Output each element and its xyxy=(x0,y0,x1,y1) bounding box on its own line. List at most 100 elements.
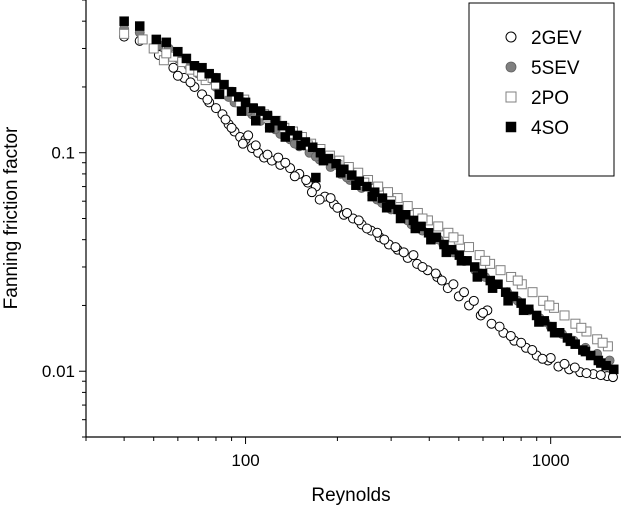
data-point xyxy=(214,89,224,100)
data-point xyxy=(474,250,485,261)
data-point xyxy=(494,321,505,332)
data-point xyxy=(518,305,529,316)
data-point xyxy=(277,120,288,131)
data-point xyxy=(495,265,506,276)
data-point xyxy=(202,94,213,105)
data-point xyxy=(468,295,479,306)
data-point xyxy=(581,368,592,379)
legend-marker-5sev xyxy=(505,61,517,73)
data-point xyxy=(119,16,129,26)
data-point xyxy=(477,307,488,318)
data-point xyxy=(250,116,261,126)
data-point xyxy=(559,310,570,321)
data-point xyxy=(243,130,254,141)
data-point xyxy=(119,28,130,39)
data-point xyxy=(211,73,221,83)
data-point xyxy=(314,194,325,205)
data-point xyxy=(534,317,544,327)
legend-label: 5SEV xyxy=(531,58,580,79)
data-point xyxy=(448,232,459,243)
data-point xyxy=(417,213,428,224)
data-point xyxy=(226,87,237,97)
data-point xyxy=(537,353,548,364)
data-point xyxy=(351,180,361,190)
data-point xyxy=(381,202,392,213)
data-point xyxy=(544,300,555,311)
data-point xyxy=(250,140,261,151)
data-point xyxy=(289,171,300,182)
data-point xyxy=(210,103,221,114)
data-point xyxy=(197,62,207,73)
legend: 2GEV 5SEV 2PO 4SO xyxy=(468,2,615,177)
y-axis: 0.01 0.1 xyxy=(42,0,86,438)
data-point xyxy=(395,213,406,224)
data-point xyxy=(459,287,470,298)
data-point xyxy=(181,53,192,64)
data-point xyxy=(426,234,436,245)
data-point xyxy=(151,34,162,45)
data-point xyxy=(301,175,312,186)
data-point xyxy=(219,79,229,90)
data-point xyxy=(262,149,273,160)
legend-label: 2GEV xyxy=(531,28,582,49)
x-axis: 100 1000 xyxy=(85,437,570,470)
data-point xyxy=(273,152,284,163)
data-point xyxy=(280,157,291,168)
y-tick-label: 0.1 xyxy=(51,144,75,163)
data-point xyxy=(226,122,237,133)
data-point xyxy=(390,242,401,253)
data-point xyxy=(372,227,383,238)
data-point xyxy=(280,132,291,142)
legend-marker-2po xyxy=(505,91,517,103)
data-point xyxy=(335,167,346,178)
data-point xyxy=(362,181,372,192)
data-point xyxy=(237,138,248,149)
data-point xyxy=(137,34,148,45)
data-point xyxy=(417,261,428,272)
x-tick-label: 1000 xyxy=(532,451,570,470)
data-point xyxy=(456,256,467,266)
data-point xyxy=(296,140,306,151)
data-point xyxy=(318,155,329,166)
data-point xyxy=(545,352,556,363)
data-point xyxy=(516,337,527,348)
data-point xyxy=(168,62,179,73)
data-point xyxy=(527,345,538,356)
data-point xyxy=(134,21,145,31)
data-point xyxy=(377,193,388,203)
data-point xyxy=(306,187,317,198)
legend-marker-2gev xyxy=(505,31,517,43)
data-point xyxy=(527,287,538,298)
legend-label: 2PO xyxy=(531,88,569,109)
data-point xyxy=(464,242,475,253)
data-point xyxy=(185,77,196,88)
data-point xyxy=(549,327,560,338)
data-point xyxy=(503,296,513,306)
data-point xyxy=(315,147,326,158)
data-point xyxy=(596,358,606,368)
data-point xyxy=(148,43,159,54)
x-tick-label: 100 xyxy=(231,451,259,470)
data-point xyxy=(580,346,591,357)
data-point xyxy=(173,46,183,57)
data-point xyxy=(161,48,172,59)
data-points xyxy=(119,16,619,383)
data-point xyxy=(487,283,498,293)
data-point xyxy=(367,191,377,202)
data-point xyxy=(307,142,318,152)
data-point xyxy=(234,92,244,102)
data-point xyxy=(565,336,576,347)
data-point xyxy=(430,268,441,279)
data-point xyxy=(332,202,343,213)
data-point xyxy=(236,106,247,116)
data-point xyxy=(220,114,231,125)
data-point xyxy=(448,279,459,290)
data-point xyxy=(361,223,372,234)
series-2gev xyxy=(119,31,618,383)
x-axis-title: Reynolds xyxy=(311,485,390,506)
y-axis-title: Fanning friction factor xyxy=(1,126,22,309)
data-point xyxy=(609,364,619,375)
data-point xyxy=(262,110,273,121)
data-point xyxy=(436,275,447,286)
